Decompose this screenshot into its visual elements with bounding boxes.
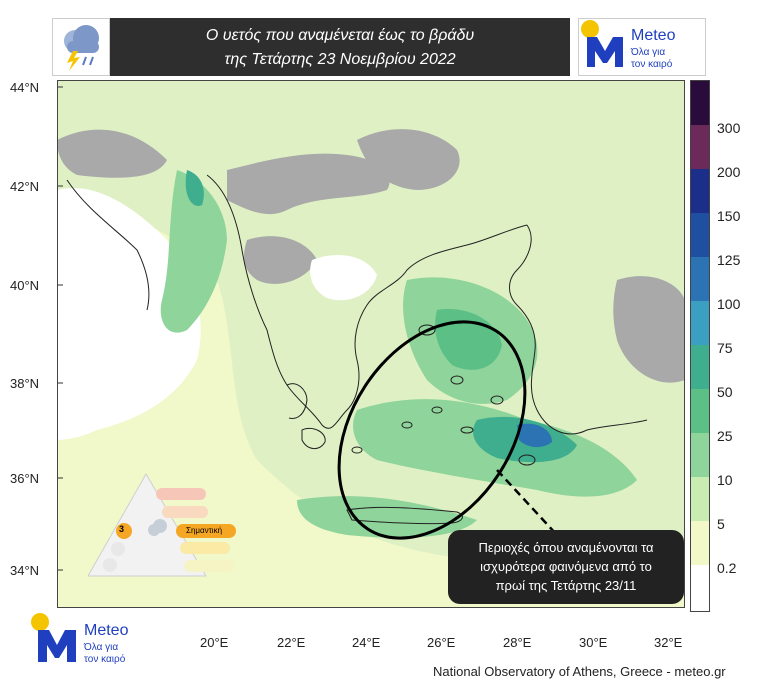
dry-land-north-greece	[244, 236, 317, 284]
logo-tagline-1: Όλα για	[84, 642, 119, 653]
scale-level-label: Σημαντική	[186, 526, 223, 535]
map-frame	[57, 80, 685, 608]
colorbar-label: 5	[717, 516, 725, 532]
dry-land-balkans	[227, 153, 390, 215]
lon-label: 20°E	[200, 635, 229, 650]
lat-label: 34°N	[10, 563, 40, 578]
callout-line-1: Περιοχές όπου αναμένονται τα	[478, 540, 654, 555]
logo-tagline-1: Όλα για	[631, 47, 666, 58]
no-precip-area-thessaly	[310, 255, 377, 301]
map-title: Ο υετός που αναμένεται έως το βράδυ της …	[110, 18, 570, 76]
colorbar-label: 100	[717, 296, 741, 312]
callout-line-3: πρωί της Τετάρτης 23/11	[495, 578, 637, 593]
callout-line-2: ισχυρότερα φαινόμενα από το	[480, 559, 652, 574]
meteo-logo-bottom: Meteo Όλα για τον καιρό	[28, 612, 158, 670]
footer-credit: National Observatory of Athens, Greece -…	[433, 664, 726, 679]
warning-pyramid	[87, 473, 236, 577]
weather-icon-box	[52, 18, 110, 76]
lon-label: 30°E	[579, 635, 608, 650]
lon-label: 28°E	[503, 635, 532, 650]
colorbar-label: 125	[717, 252, 741, 268]
rain-band-crete	[297, 496, 477, 538]
lat-label: 40°N	[10, 278, 40, 293]
colorbar-label: 50	[717, 384, 733, 400]
title-line-2: της Τετάρτης 23 Νοεμβρίου 2022	[224, 51, 456, 68]
lon-label: 24°E	[352, 635, 381, 650]
lat-label: 42°N	[10, 179, 40, 194]
warning-scale-panel: 3 Σημαντική	[87, 470, 248, 582]
low-precip-sea	[57, 213, 685, 608]
lat-label: 36°N	[10, 471, 40, 486]
logo-brand: Meteo	[631, 27, 676, 44]
dry-land-turkey-east	[613, 276, 685, 383]
no-precip-area-west	[57, 188, 201, 440]
meteo-logo-mark	[31, 613, 76, 662]
colorbar-label: 10	[717, 472, 733, 488]
lat-label: 44°N	[10, 80, 40, 95]
dry-land-bulgaria	[357, 129, 460, 190]
scale-level: 3	[119, 524, 125, 534]
colorbar-label: 300	[717, 120, 741, 136]
precipitation-map	[57, 80, 685, 608]
colorbar-label: 150	[717, 208, 741, 224]
colorbar-label: 75	[717, 340, 733, 356]
callout-pointer	[496, 469, 558, 536]
dry-land-italy	[57, 129, 167, 178]
islands	[351, 324, 536, 466]
meteo-logo-mark	[581, 20, 623, 67]
rain-core-montenegro	[185, 170, 204, 206]
rain-max-dodecanese	[517, 423, 552, 448]
colorbar-label: 25	[717, 428, 733, 444]
lat-label: 38°N	[10, 376, 40, 391]
meteo-logo-top: Meteo Όλα για τον καιρό	[578, 18, 706, 76]
colorbar-label: 0.2	[717, 560, 737, 576]
logo-brand: Meteo	[84, 622, 129, 639]
rain-lightning-cloud-icon	[64, 25, 99, 71]
lon-label: 26°E	[427, 635, 456, 650]
logo-tagline-2: τον καιρό	[631, 59, 673, 70]
colorbar-label: 200	[717, 164, 741, 180]
lon-label: 32°E	[654, 635, 683, 650]
coastlines	[66, 174, 648, 525]
precipitation-colorbar	[690, 80, 710, 612]
callout-box: Περιοχές όπου αναμένονται τα ισχυρότερα …	[448, 530, 684, 604]
title-line-1: Ο υετός που αναμένεται έως το βράδυ	[205, 27, 475, 44]
logo-tagline-2: τον καιρό	[84, 654, 126, 665]
lon-label: 22°E	[277, 635, 306, 650]
rain-band-adriatic	[160, 170, 227, 333]
